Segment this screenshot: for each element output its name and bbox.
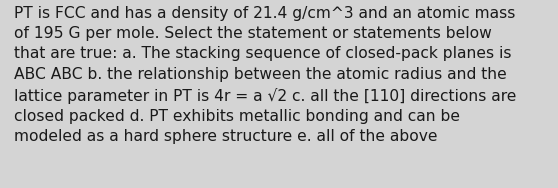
Text: PT is FCC and has a density of 21.4 g/cm^3 and an atomic mass
of 195 G per mole.: PT is FCC and has a density of 21.4 g/cm… xyxy=(14,6,516,145)
